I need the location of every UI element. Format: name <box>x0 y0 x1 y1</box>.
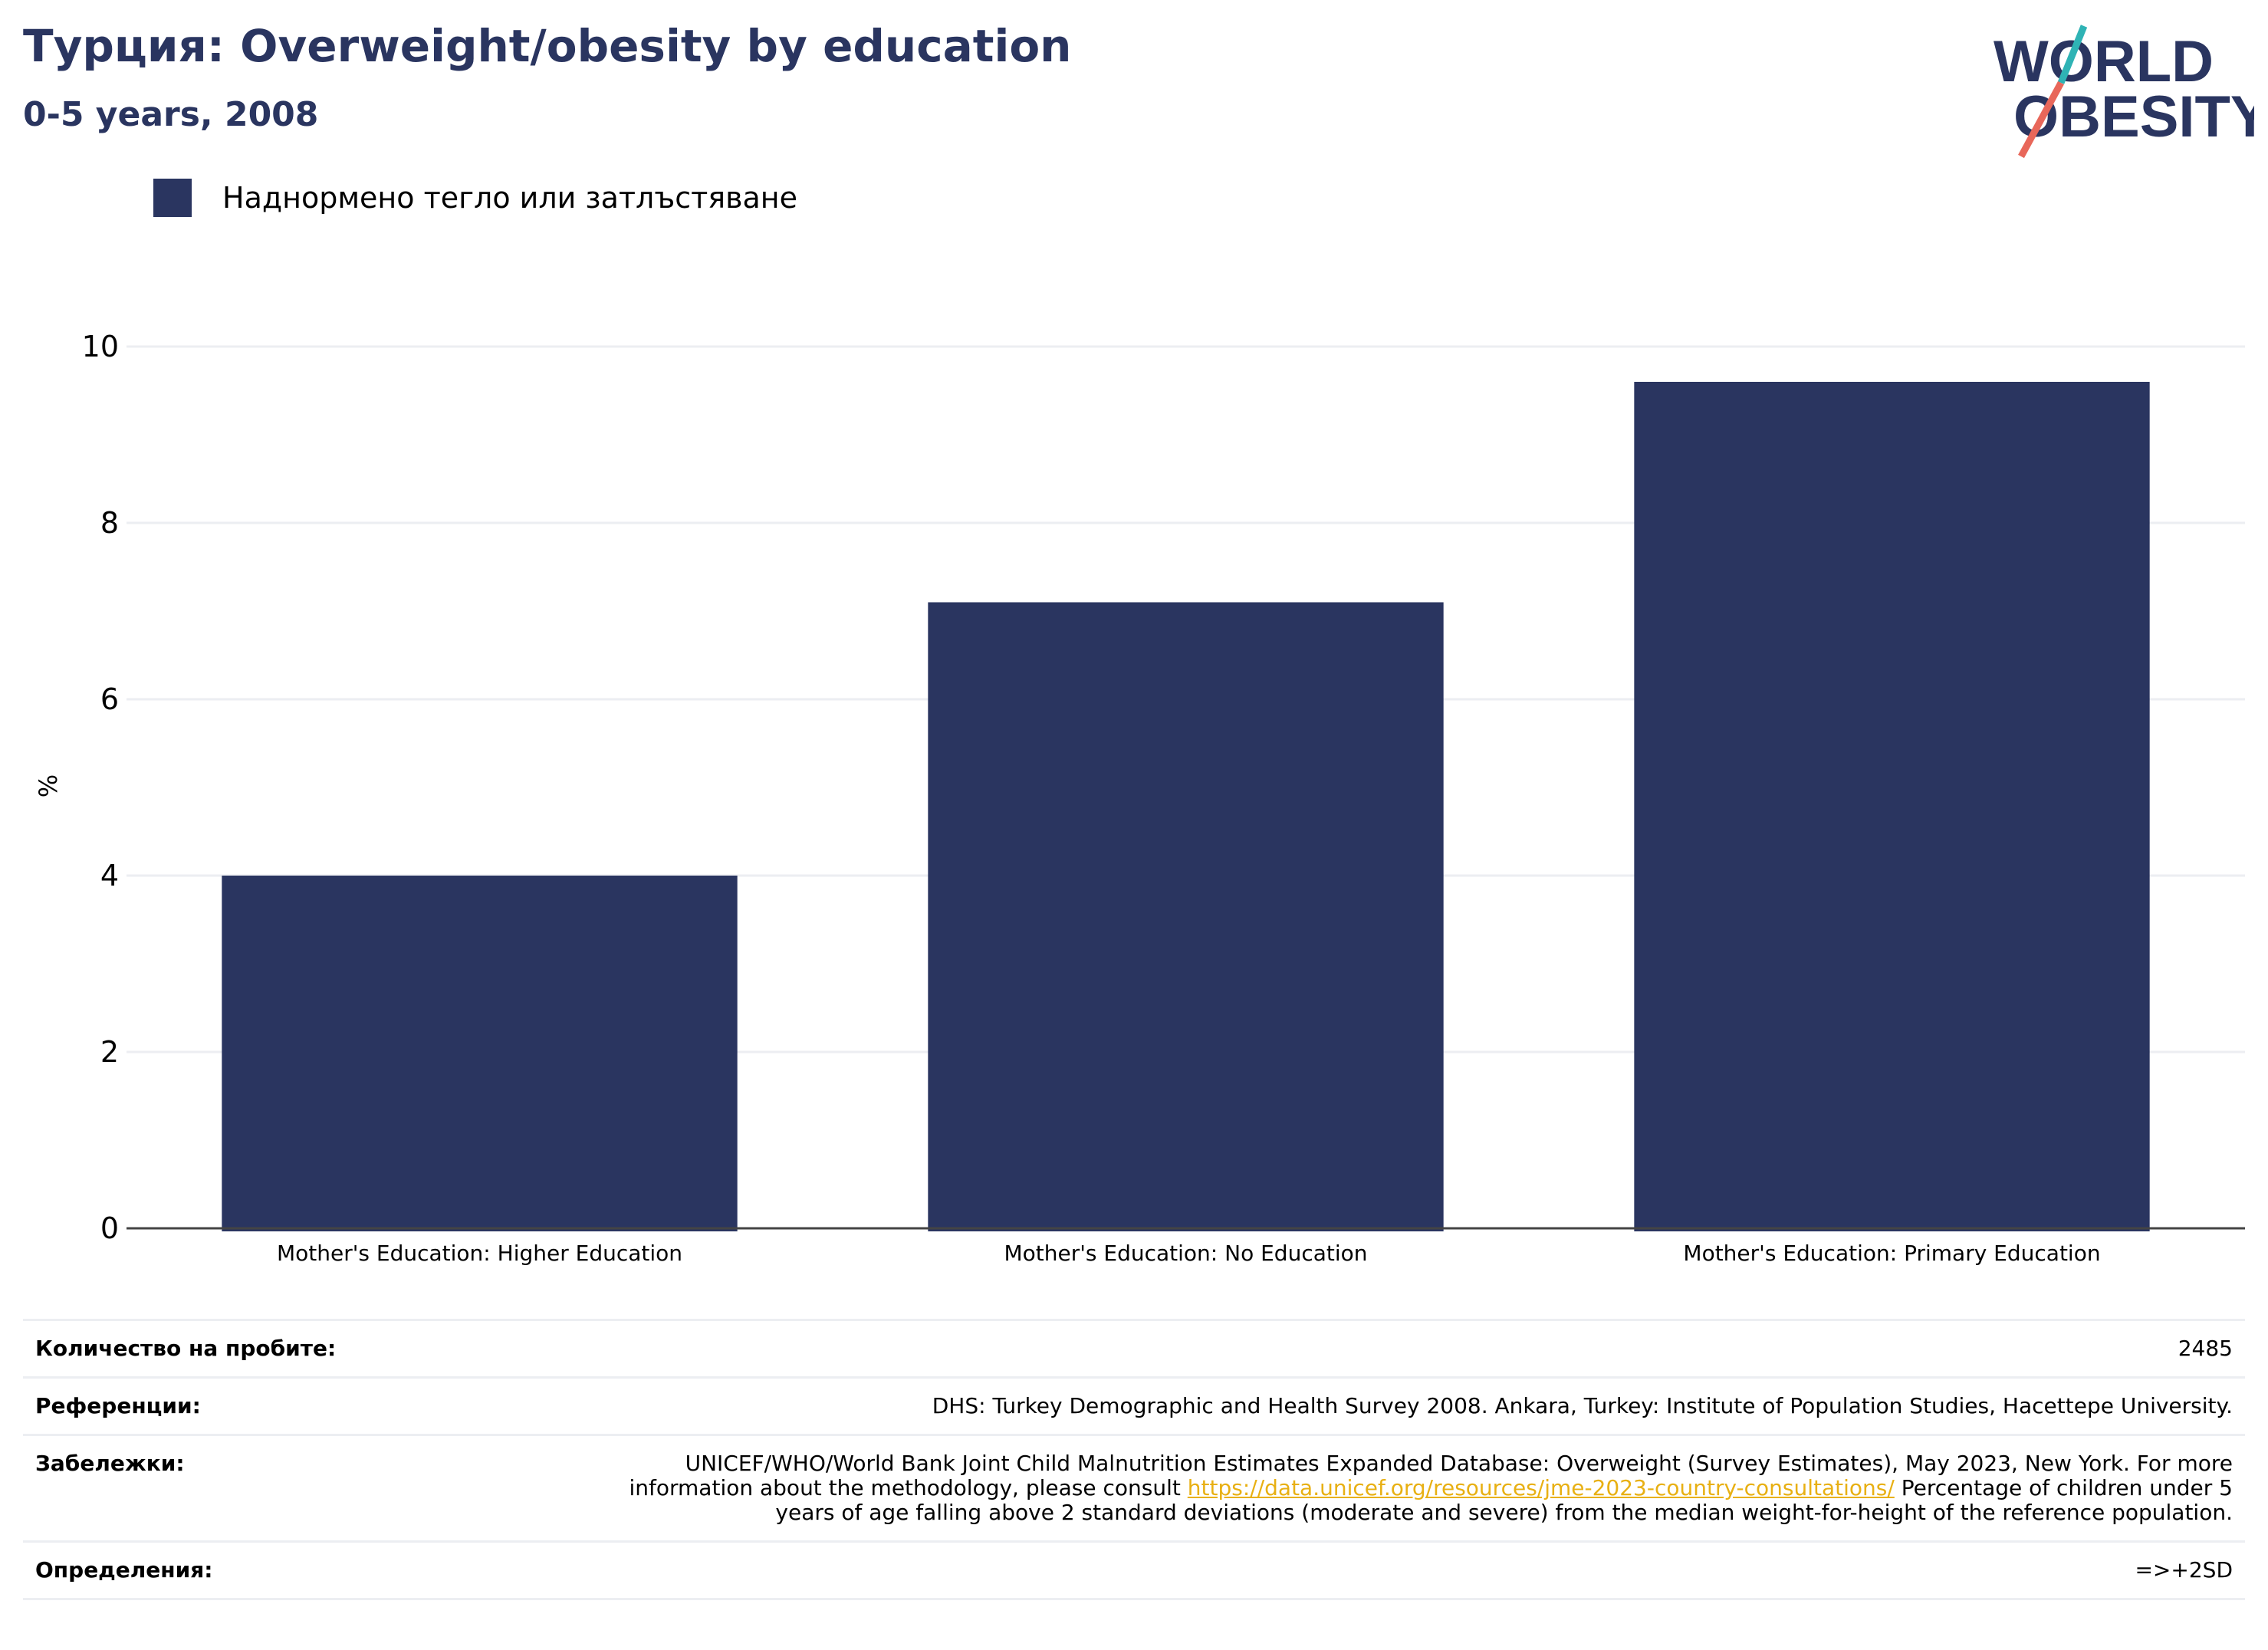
logo-slash-top <box>2057 25 2088 84</box>
x-tick-label: Mother's Education: Higher Education <box>277 1241 682 1266</box>
sample-size-label: Количество на пробите: <box>35 1336 337 1361</box>
references-value: DHS: Turkey Demographic and Health Surve… <box>932 1393 2233 1418</box>
y-tick-label: 6 <box>100 682 119 716</box>
notes-label: Забележки: <box>35 1451 185 1476</box>
notes-text-after: Percentage of children under 5 years of … <box>775 1475 2233 1525</box>
logo-text-line1: WORLD <box>1994 29 2214 94</box>
bar <box>222 876 738 1231</box>
bar <box>1634 382 2150 1231</box>
definitions-label: Определения: <box>35 1557 213 1583</box>
notes-text-before: UNICEF/WHO/World Bank Joint Child Malnut… <box>629 1451 2233 1500</box>
bar <box>928 602 1444 1231</box>
legend-swatch <box>153 179 192 217</box>
bar-chart: 0 2 4 6 8 10 Mother's Education: Higher Educat… <box>82 330 2245 1266</box>
legend-label: Наднормено тегло или затлъстяване <box>222 181 797 215</box>
x-tick-label: Mother's Education: No Education <box>1004 1241 1367 1266</box>
world-obesity-logo: WORLD OBESITY <box>1994 25 2254 159</box>
y-tick-label: 8 <box>100 506 119 540</box>
chart-title: Турция: Overweight/obesity by education <box>23 20 1072 72</box>
references-label: Референции: <box>35 1393 201 1418</box>
info-table: Количество на пробите: 2485 Референции: … <box>23 1319 2245 1600</box>
definitions-value: =>+2SD <box>2135 1557 2233 1583</box>
x-tick-label: Mother's Education: Primary Education <box>1683 1241 2100 1266</box>
info-row-references: Референции: DHS: Turkey Demographic and … <box>23 1379 2245 1436</box>
info-row-notes: Забележки: UNICEF/WHO/World Bank Joint C… <box>23 1436 2245 1543</box>
y-tick-label: 2 <box>100 1035 119 1069</box>
y-tick-label: 0 <box>100 1211 119 1245</box>
logo-text-line2: OBESITY <box>2013 84 2254 150</box>
chart-subtitle: 0-5 years, 2008 <box>23 95 319 134</box>
logo-slash-bottom <box>2018 81 2064 159</box>
info-row-definitions: Определения: =>+2SD <box>23 1543 2245 1600</box>
methodology-link[interactable]: https://data.unicef.org/resources/jme-20… <box>1187 1475 1895 1500</box>
notes-value: UNICEF/WHO/World Bank Joint Child Malnut… <box>592 1451 2233 1525</box>
sample-size-value: 2485 <box>2178 1336 2233 1361</box>
info-row-sample-size: Количество на пробите: 2485 <box>23 1321 2245 1379</box>
y-tick-label: 4 <box>100 859 119 892</box>
y-tick-label: 10 <box>82 330 119 363</box>
legend: Наднормено тегло или затлъстяване <box>153 178 797 218</box>
